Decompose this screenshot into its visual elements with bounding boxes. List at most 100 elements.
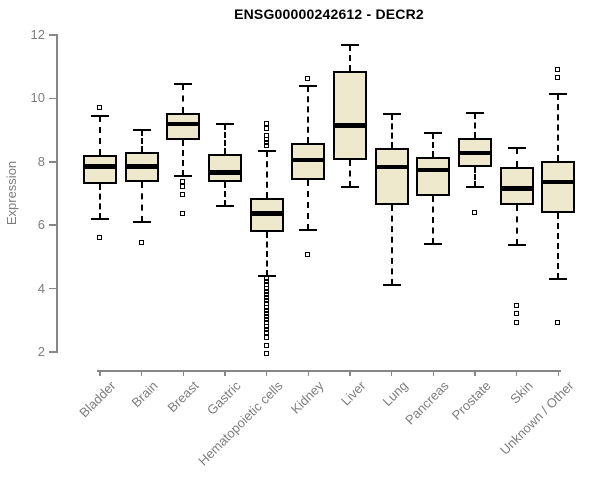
upper-whisker-cap xyxy=(507,147,526,150)
upper-whisker xyxy=(473,112,476,138)
y-tick-mark xyxy=(49,34,56,36)
upper-whisker-cap xyxy=(424,132,443,135)
lower-whisker-cap xyxy=(299,228,318,231)
median-line xyxy=(499,186,534,191)
lower-whisker xyxy=(307,180,310,230)
outlier-point xyxy=(513,320,519,326)
x-tick-mark xyxy=(349,370,351,376)
upper-whisker-cap xyxy=(299,84,318,87)
outlier-point xyxy=(97,104,102,110)
y-tick-label: 10 xyxy=(30,90,45,106)
median-line xyxy=(457,150,492,156)
x-axis-line xyxy=(97,370,561,372)
upper-whisker xyxy=(99,115,101,156)
upper-whisker xyxy=(140,130,143,153)
outlier-point xyxy=(263,329,269,335)
median-line xyxy=(249,211,284,216)
median-line xyxy=(374,164,409,170)
outlier-point xyxy=(263,276,269,282)
outlier-point xyxy=(263,279,269,285)
y-tick-label: 4 xyxy=(37,280,45,296)
lower-whisker-cap xyxy=(507,244,526,247)
upper-whisker-cap xyxy=(340,43,359,46)
upper-whisker-cap xyxy=(382,113,401,116)
iqr-box xyxy=(207,153,242,182)
lower-whisker xyxy=(223,181,226,207)
median-line xyxy=(83,164,117,169)
outlier-point xyxy=(263,317,269,323)
outlier-point xyxy=(263,285,269,291)
lower-whisker xyxy=(390,205,393,286)
y-tick-label: 8 xyxy=(37,153,45,169)
outlier-point xyxy=(263,120,269,126)
upper-whisker xyxy=(432,133,435,158)
lower-whisker xyxy=(182,139,185,177)
upper-whisker xyxy=(557,93,560,162)
outlier-point xyxy=(263,304,269,310)
lower-whisker-cap xyxy=(424,242,443,245)
outlier-point xyxy=(513,310,519,316)
x-tick-mark xyxy=(99,370,101,376)
outlier-point xyxy=(263,133,269,139)
outlier-point xyxy=(513,303,519,309)
median-line xyxy=(291,157,326,163)
median-line xyxy=(541,179,576,185)
outlier-point xyxy=(263,125,269,131)
x-tick-mark xyxy=(474,370,476,376)
lower-whisker-cap xyxy=(132,221,151,224)
lower-whisker-cap xyxy=(549,278,568,281)
upper-whisker xyxy=(182,84,185,113)
outlier-point xyxy=(263,320,269,326)
outlier-point xyxy=(263,310,269,316)
outlier-point xyxy=(305,75,311,81)
chart-title: ENSG00000242612 - DECR2 xyxy=(234,6,424,22)
y-tick-label: 2 xyxy=(37,344,45,359)
outlier-point xyxy=(180,183,186,189)
median-line xyxy=(332,123,367,128)
outlier-point xyxy=(471,210,477,216)
x-tick-mark xyxy=(307,370,310,376)
outlier-point xyxy=(263,139,269,145)
iqr-box xyxy=(374,147,409,206)
outlier-point xyxy=(555,66,561,72)
y-tick-label: 6 xyxy=(37,217,45,233)
outlier-point xyxy=(263,301,269,307)
outlier-point xyxy=(263,334,269,340)
lower-whisker-cap xyxy=(465,186,484,189)
median-line xyxy=(416,167,451,173)
lower-whisker-cap xyxy=(340,186,359,189)
iqr-box xyxy=(416,157,451,197)
iqr-box xyxy=(166,112,201,140)
x-tick-mark xyxy=(182,370,185,376)
lower-whisker-cap xyxy=(257,274,276,277)
outlier-point xyxy=(97,234,102,240)
x-tick-mark xyxy=(515,370,518,376)
upper-whisker-cap xyxy=(174,83,193,86)
outlier-point xyxy=(555,320,561,326)
upper-whisker-cap xyxy=(465,111,484,114)
upper-whisker xyxy=(307,85,310,144)
outlier-point xyxy=(263,295,269,301)
median-line xyxy=(166,121,201,126)
x-tick-mark xyxy=(224,370,226,376)
lower-whisker-cap xyxy=(382,284,401,287)
x-tick-mark xyxy=(265,370,268,376)
upper-whisker xyxy=(390,114,393,148)
outlier-point xyxy=(263,142,269,148)
x-tick-mark xyxy=(557,370,560,376)
iqr-box xyxy=(499,166,534,206)
lower-whisker xyxy=(265,231,268,276)
lower-whisker xyxy=(473,166,476,188)
upper-whisker xyxy=(515,148,518,167)
outlier-point xyxy=(263,323,269,329)
outlier-point xyxy=(138,239,144,245)
median-line xyxy=(207,170,242,175)
lower-whisker xyxy=(140,182,143,223)
outlier-point xyxy=(180,211,186,217)
outlier-point xyxy=(263,307,269,313)
x-tick-mark xyxy=(140,370,143,376)
y-tick-mark xyxy=(49,224,56,226)
outlier-point xyxy=(555,74,561,80)
iqr-box xyxy=(541,161,576,214)
